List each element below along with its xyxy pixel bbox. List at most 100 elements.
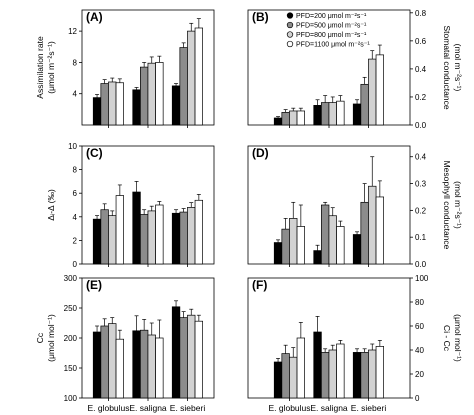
bar (273, 117, 283, 126)
bar (313, 105, 322, 126)
bar (187, 314, 196, 399)
bar (360, 83, 369, 126)
y-tick-label: 10 (68, 142, 77, 151)
y-tick-label: 2 (73, 236, 78, 245)
y-tick-label: 4 (73, 90, 78, 99)
bar (147, 334, 156, 399)
bar (171, 85, 181, 126)
bar (179, 317, 188, 399)
bar (155, 62, 164, 126)
y-tick-label: 250 (64, 304, 78, 313)
bar (140, 66, 149, 126)
panel-c: (C) 0 2 4 6 8 10 Δᵢ-Δ (‰) (46, 142, 215, 269)
bar (155, 337, 164, 399)
y-axis-label: Stomatal conductance (442, 25, 452, 109)
bar (179, 47, 188, 126)
bar (296, 337, 305, 399)
y-tick-label: 0.0 (415, 121, 427, 130)
y-tick-label: 300 (64, 274, 78, 283)
y-axis-label: Δᵢ-Δ (‰) (46, 189, 56, 221)
bar (187, 30, 196, 126)
bar (321, 102, 330, 126)
y-tick-label: 0.6 (415, 37, 427, 46)
legend-marker (286, 12, 294, 19)
bar (296, 110, 305, 126)
y-tick-label: 40 (415, 346, 424, 355)
y-tick-label: 60 (415, 322, 424, 331)
y-tick-label: 100 (415, 274, 429, 283)
y-axis-label: (mol m⁻²s⁻¹) (453, 44, 463, 92)
y-axis-label: Assimilation rate (35, 36, 45, 99)
legend-marker (286, 31, 294, 38)
bar (328, 102, 337, 126)
legend-label: PFD=500 μmol m⁻²s⁻¹ (296, 23, 367, 30)
category-label: E. sieberi (351, 403, 387, 413)
category-label: E. saligna (129, 403, 167, 413)
y-tick-label: 20 (415, 370, 424, 379)
bar (352, 103, 362, 126)
legend: PFD=200 μmol m⁻²s⁻¹ PFD=500 μmol m⁻²s⁻¹ PF… (286, 12, 370, 49)
bar (115, 338, 125, 399)
bar (281, 353, 290, 399)
bar (140, 214, 149, 265)
y-tick-label: 80 (415, 298, 424, 307)
bar (155, 204, 164, 265)
panel-letter: (E) (86, 278, 102, 292)
y-tick-label: 8 (73, 166, 78, 175)
bar (194, 199, 204, 265)
panel-b: (B) 0.0 0.2 0.4 0.6 0.8 Stomatal conductance (m… (247, 9, 463, 130)
y-axis-label: (μmol mol⁻¹) (46, 314, 56, 362)
bar (194, 27, 204, 126)
bar (321, 204, 330, 265)
category-label: E. saligna (310, 403, 348, 413)
chart-panels: (A) 4 8 12 Assimilation rate (μmol m⁻²s⁻¹) (B)… (35, 9, 463, 413)
legend-marker (286, 21, 294, 29)
bar (368, 349, 377, 399)
y-tick-label: 6 (73, 189, 78, 198)
y-tick-label: 0.8 (415, 9, 427, 18)
category-label: E. sieberi (170, 403, 206, 413)
bar (336, 343, 345, 399)
bar (115, 82, 125, 126)
bar (132, 330, 141, 399)
bar (100, 209, 109, 265)
bar (171, 306, 181, 399)
y-tick-label: 4 (73, 213, 78, 222)
bar (368, 58, 377, 126)
y-tick-label: 0 (73, 260, 78, 269)
bar (360, 352, 369, 399)
bar (108, 81, 117, 126)
bar (187, 207, 196, 265)
panel-a: (A) 4 8 12 Assimilation rate (μmol m⁻²s⁻¹) (35, 9, 215, 128)
y-tick-label: 0.4 (415, 153, 427, 162)
y-tick-label: 12 (68, 27, 77, 36)
bar (352, 352, 362, 399)
bar (100, 325, 109, 399)
bar (281, 228, 290, 265)
bar (375, 346, 384, 399)
bar (328, 349, 337, 399)
bar (321, 352, 330, 399)
y-tick-label: 0.1 (415, 233, 427, 242)
y-tick-label: 0.0 (415, 260, 427, 269)
y-tick-label: 0.3 (415, 180, 427, 189)
y-axis-label: Ci - Cc (442, 325, 452, 352)
bar (296, 226, 305, 265)
y-axis-label: Cc (35, 332, 45, 343)
bar (336, 226, 345, 265)
bar (289, 110, 298, 126)
panel-letter: (B) (252, 10, 269, 24)
legend-label: PFD=200 μmol m⁻²s⁻¹ (296, 13, 367, 20)
bar (281, 112, 290, 126)
bar (92, 331, 102, 399)
y-tick-label: 0.2 (415, 93, 427, 102)
bar (140, 329, 149, 399)
y-tick-label: 100 (64, 394, 78, 403)
bar (108, 215, 117, 265)
bar (132, 89, 141, 126)
category-label: E. globulus (87, 403, 129, 413)
bar (108, 323, 117, 399)
y-axis-label: (mol m⁻²s⁻¹) (453, 181, 463, 229)
bar (92, 218, 102, 265)
